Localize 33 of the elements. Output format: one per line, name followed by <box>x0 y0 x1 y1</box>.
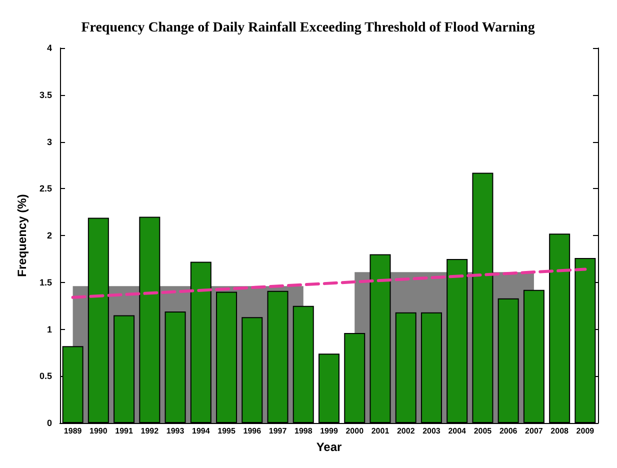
chart-title: Frequency Change of Daily Rainfall Exceeding Threshold of Flood Warning <box>81 20 535 36</box>
y-axis-title: Frequency (%) <box>15 194 29 277</box>
y-tick-label: 0.5 <box>39 371 52 382</box>
x-tick-label: 2006 <box>499 426 518 436</box>
x-tick-label: 1990 <box>90 426 108 436</box>
x-tick-label: 2009 <box>576 426 595 436</box>
x-tick-label: 1998 <box>294 426 313 436</box>
x-tick-label: 2001 <box>371 426 390 436</box>
x-tick-label: 1995 <box>218 426 236 436</box>
x-tick-label: 2000 <box>346 426 364 436</box>
x-tick-label: 2003 <box>422 426 441 436</box>
x-tick-label: 2008 <box>550 426 570 436</box>
x-tick-label: 1993 <box>166 426 185 436</box>
x-tick-label: 1994 <box>192 426 210 436</box>
y-tick-label: 1 <box>46 324 52 334</box>
x-tick-label: 1989 <box>64 426 82 436</box>
x-tick-label: 2005 <box>474 426 492 436</box>
y-tick-label: 3.5 <box>39 90 52 100</box>
x-tick-label: 1991 <box>115 426 134 436</box>
x-tick-label: 2004 <box>448 426 467 436</box>
x-tick-label: 1997 <box>268 426 288 436</box>
x-tick-label: 2007 <box>525 426 544 436</box>
y-tick-label: 0 <box>46 418 52 428</box>
y-tick-label: 2 <box>46 230 52 240</box>
x-axis-title: Year <box>316 440 342 454</box>
y-tick-label: 2.5 <box>39 184 52 194</box>
y-tick-label: 1.5 <box>39 277 52 288</box>
y-tick-label: 4 <box>46 43 52 53</box>
x-tick-label: 1992 <box>140 426 160 436</box>
x-tick-label: 2002 <box>396 426 416 436</box>
x-tick-label: 1996 <box>243 426 262 436</box>
y-tick-label: 3 <box>46 136 52 147</box>
x-tick-label: 1999 <box>320 426 338 436</box>
